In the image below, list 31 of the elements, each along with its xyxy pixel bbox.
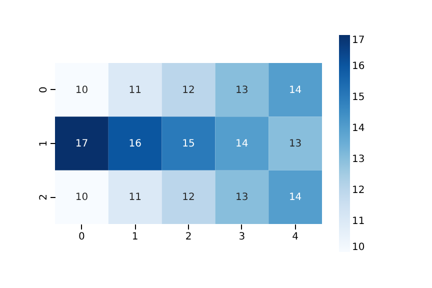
data-label: 13 [236, 192, 248, 204]
color-bar-label: 10 [352, 242, 365, 253]
x-tick-label: 3 [238, 232, 246, 242]
data-label: 10 [75, 192, 88, 204]
data-label: 11 [128, 84, 142, 96]
data-label: 16 [128, 138, 142, 150]
data-label: 14 [288, 84, 302, 96]
data-label: 11 [128, 192, 142, 204]
y-tick-label: 1 [38, 140, 50, 147]
color-bar-label: 13 [352, 154, 365, 165]
data-label: 14 [236, 138, 248, 150]
x-tick-label: 2 [185, 232, 192, 242]
color-bar-label: 14 [352, 123, 365, 134]
data-label: 13 [288, 138, 302, 150]
color-bar-label: 17 [352, 35, 365, 46]
data-label: 17 [75, 138, 88, 150]
data-label: 12 [182, 84, 195, 96]
y-tick-label: 0 [38, 86, 50, 94]
color-bar-label: 16 [352, 61, 365, 72]
data-label: 10 [75, 84, 88, 96]
x-tick-label: 4 [292, 232, 298, 242]
data-label: 13 [236, 84, 248, 96]
data-label: 12 [182, 192, 195, 204]
color-bar-label: 15 [352, 92, 365, 103]
x-tick-label: 1 [132, 232, 138, 242]
data-label: 14 [288, 192, 302, 204]
color-bar-label: 12 [352, 185, 365, 196]
color-bar-label: 11 [352, 216, 365, 227]
data-label: 15 [182, 138, 195, 150]
y-tick-label: 2 [38, 194, 50, 200]
x-tick-label: 0 [78, 232, 85, 242]
